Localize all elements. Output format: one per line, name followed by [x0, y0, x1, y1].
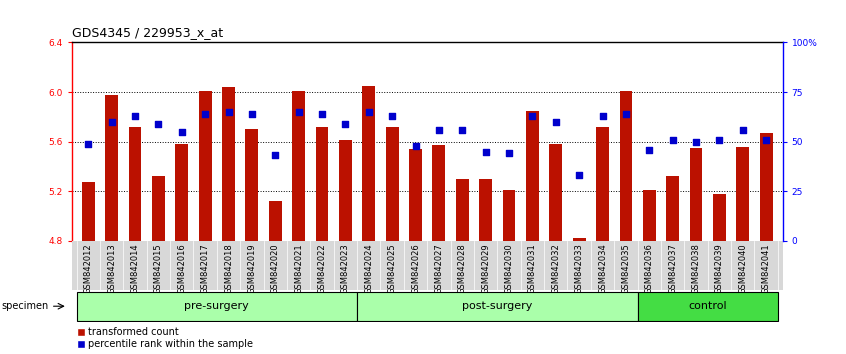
- Point: [245, 111, 259, 117]
- Text: GSM842026: GSM842026: [411, 243, 420, 294]
- Point: [222, 109, 235, 115]
- Text: GSM842029: GSM842029: [481, 243, 490, 294]
- Text: GSM842023: GSM842023: [341, 243, 350, 294]
- Text: GSM842016: GSM842016: [178, 243, 186, 294]
- Bar: [362, 86, 376, 241]
- Bar: [105, 95, 118, 241]
- Bar: [175, 144, 188, 241]
- FancyBboxPatch shape: [638, 292, 777, 321]
- Bar: [386, 127, 398, 241]
- Point: [525, 113, 539, 119]
- Bar: [339, 140, 352, 241]
- Point: [760, 137, 773, 142]
- Bar: [549, 144, 563, 241]
- Bar: [503, 190, 515, 241]
- Text: GSM842018: GSM842018: [224, 243, 233, 294]
- Point: [386, 113, 399, 119]
- Text: GSM842040: GSM842040: [739, 243, 747, 294]
- Bar: [456, 179, 469, 241]
- Bar: [689, 148, 702, 241]
- Text: GSM842012: GSM842012: [84, 243, 93, 294]
- Bar: [222, 87, 235, 241]
- Point: [689, 139, 703, 144]
- Point: [268, 153, 282, 158]
- Text: GDS4345 / 229953_x_at: GDS4345 / 229953_x_at: [72, 26, 223, 39]
- Text: GSM842019: GSM842019: [247, 243, 256, 294]
- Point: [479, 149, 492, 154]
- Point: [338, 121, 352, 127]
- Text: GSM842015: GSM842015: [154, 243, 163, 294]
- Point: [409, 143, 422, 148]
- Bar: [129, 127, 141, 241]
- Bar: [643, 190, 656, 241]
- Text: GSM842037: GSM842037: [668, 243, 677, 294]
- Point: [81, 141, 95, 147]
- Bar: [409, 149, 422, 241]
- Point: [362, 109, 376, 115]
- Text: GSM842017: GSM842017: [201, 243, 210, 294]
- Point: [432, 127, 446, 132]
- Bar: [82, 182, 95, 241]
- Bar: [526, 110, 539, 241]
- Bar: [152, 176, 165, 241]
- Text: control: control: [689, 301, 727, 311]
- Bar: [760, 133, 772, 241]
- FancyBboxPatch shape: [77, 292, 357, 321]
- Text: GSM842020: GSM842020: [271, 243, 280, 294]
- Point: [198, 111, 212, 117]
- Text: GSM842028: GSM842028: [458, 243, 467, 294]
- Text: GSM842031: GSM842031: [528, 243, 537, 294]
- Point: [643, 147, 656, 152]
- Bar: [479, 179, 492, 241]
- Point: [175, 129, 189, 135]
- Legend: transformed count, percentile rank within the sample: transformed count, percentile rank withi…: [77, 327, 254, 349]
- Point: [549, 119, 563, 125]
- Text: GSM842033: GSM842033: [574, 243, 584, 294]
- Text: GSM842013: GSM842013: [107, 243, 116, 294]
- Text: GSM842041: GSM842041: [761, 243, 771, 294]
- Text: GSM842039: GSM842039: [715, 243, 724, 294]
- Text: GSM842022: GSM842022: [317, 243, 327, 294]
- Point: [573, 172, 586, 178]
- Text: pre-surgery: pre-surgery: [184, 301, 250, 311]
- Text: GSM842024: GSM842024: [365, 243, 373, 294]
- Point: [712, 137, 726, 142]
- Text: GSM842014: GSM842014: [130, 243, 140, 294]
- Text: specimen: specimen: [2, 301, 49, 311]
- Point: [619, 111, 633, 117]
- Point: [105, 119, 118, 125]
- Text: GSM842035: GSM842035: [622, 243, 630, 294]
- Text: post-surgery: post-surgery: [462, 301, 532, 311]
- Point: [292, 109, 305, 115]
- Text: GSM842027: GSM842027: [434, 243, 443, 294]
- Bar: [292, 91, 305, 241]
- Bar: [316, 127, 328, 241]
- Point: [736, 127, 750, 132]
- Bar: [245, 129, 258, 241]
- Point: [596, 113, 609, 119]
- Bar: [269, 201, 282, 241]
- Text: GSM842032: GSM842032: [552, 243, 560, 294]
- Point: [151, 121, 165, 127]
- Text: GSM842021: GSM842021: [294, 243, 303, 294]
- Bar: [713, 194, 726, 241]
- Bar: [596, 127, 609, 241]
- Point: [666, 137, 679, 142]
- Bar: [736, 147, 750, 241]
- Point: [129, 113, 142, 119]
- Point: [316, 111, 329, 117]
- Text: GSM842038: GSM842038: [691, 243, 700, 294]
- Text: GSM842034: GSM842034: [598, 243, 607, 294]
- Point: [503, 151, 516, 156]
- Text: GSM842030: GSM842030: [504, 243, 514, 294]
- Bar: [432, 145, 445, 241]
- Bar: [573, 238, 585, 241]
- Text: GSM842025: GSM842025: [387, 243, 397, 294]
- Text: GSM842036: GSM842036: [645, 243, 654, 294]
- FancyBboxPatch shape: [357, 292, 638, 321]
- Bar: [667, 176, 679, 241]
- Bar: [199, 91, 212, 241]
- Bar: [619, 91, 632, 241]
- Point: [455, 127, 469, 132]
